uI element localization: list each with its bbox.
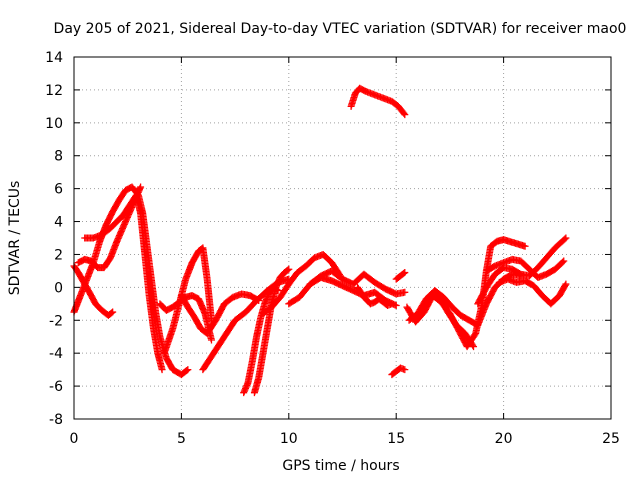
data-point-marker [401, 111, 409, 119]
chart-title: Day 205 of 2021, Sidereal Day-to-day VTE… [54, 21, 627, 37]
y-tick-label: 0 [54, 280, 63, 296]
y-tick-label: 4 [54, 215, 63, 231]
data-point-marker [109, 308, 117, 316]
y-tick-label: 14 [45, 50, 63, 66]
x-tick-label: 15 [387, 431, 405, 447]
data-point-marker [469, 341, 477, 349]
data-point-marker [388, 300, 396, 308]
y-tick-label: -8 [49, 412, 63, 428]
data-point-marker [560, 257, 568, 265]
axis-ticks: 0 5 10 15 20 25 -8 -6 -4 -2 0 2 4 6 8 10 12 14 [45, 50, 620, 447]
data-point-marker [184, 366, 192, 374]
data-point-marker [561, 235, 569, 243]
data-point-marker [562, 234, 570, 242]
y-tick-label: 2 [54, 247, 63, 263]
data-point-marker [207, 336, 215, 344]
x-axis-label: GPS time / hours [282, 458, 399, 474]
y-tick-label: -6 [49, 379, 63, 395]
grid-lines [74, 57, 611, 419]
y-tick-label: 6 [54, 182, 63, 198]
data-point-marker [285, 265, 293, 273]
y-tick-label: -4 [49, 346, 63, 362]
x-tick-label: 25 [602, 431, 620, 447]
data-point-marker [400, 269, 408, 277]
y-axis-label: SDTVAR / TECUs [7, 181, 23, 296]
y-tick-label: 10 [45, 116, 63, 132]
data-point-marker [158, 366, 166, 374]
data-point-marker [401, 269, 409, 277]
data-point-marker [521, 242, 529, 250]
x-tick-label: 0 [70, 431, 79, 447]
data-point-marker [561, 281, 569, 289]
x-tick-label: 20 [495, 431, 513, 447]
data-point-marker [401, 366, 409, 374]
data-point-marker [400, 109, 408, 117]
data-point-marker [284, 266, 292, 274]
y-tick-label: 8 [54, 149, 63, 165]
data-point-marker [108, 309, 116, 317]
data-point-marker [559, 258, 567, 266]
plot-frame [73, 56, 612, 420]
data-point-marker [137, 183, 145, 191]
data-point-marker [470, 343, 478, 351]
x-tick-label: 5 [177, 431, 186, 447]
data-point-marker [392, 301, 400, 309]
data-point-marker [562, 280, 570, 288]
data-point-marker [183, 366, 191, 374]
data-points [70, 84, 570, 397]
x-tick-label: 10 [280, 431, 298, 447]
y-tick-label: 12 [45, 83, 63, 99]
data-point-marker [401, 288, 409, 296]
y-tick-label: -2 [49, 313, 63, 329]
